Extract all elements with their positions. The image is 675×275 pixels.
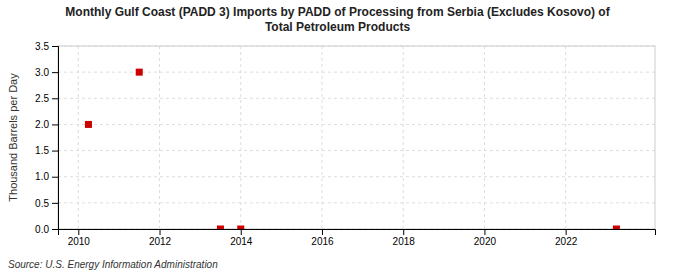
x-tick: 2022: [555, 229, 578, 247]
y-tick-label: 2.0: [35, 119, 49, 130]
x-grid-line: [565, 46, 566, 229]
point: [136, 69, 143, 76]
y-tick-mark: [52, 98, 58, 99]
y-tick: 0.0: [35, 224, 58, 235]
x-tick-mark: [160, 229, 161, 235]
x-tick-label: 2010: [68, 236, 91, 247]
point: [613, 226, 620, 230]
x-tick: 2010: [68, 229, 91, 247]
title-line: Total Petroleum Products: [265, 20, 410, 34]
plot-frame: [58, 46, 655, 229]
x-grid-line: [321, 46, 322, 229]
point: [85, 121, 92, 128]
y-axis: 0.0 0.5 1.0 1.5 2.0 2.5 3.0 3.5: [35, 41, 58, 235]
title: Monthly Gulf Coast (PADD 3) Imports by P…: [65, 5, 610, 34]
y-grid-line: [58, 176, 655, 177]
y-axis-title: Thousand Barrels per Day: [7, 73, 19, 202]
x-tick-mark: [566, 229, 567, 235]
x-grid-line: [240, 46, 241, 229]
x-tick-mark: [484, 229, 485, 235]
annotation: Source: U.S. Energy Information Administ…: [8, 259, 218, 270]
y-axis-line: [52, 47, 59, 230]
x-tick: 2012: [149, 229, 172, 247]
y-tick-label: 3.0: [35, 67, 49, 78]
x-axis: 2010 2012 2014 2016 2018 2020 2022: [59, 229, 656, 247]
y-tick-label: 1.0: [35, 171, 49, 182]
y-tick: 1.5: [35, 145, 58, 156]
y-tick-mark: [52, 151, 58, 152]
y-tick: 0.5: [35, 198, 58, 209]
x-tick-mark: [78, 229, 79, 235]
y-tick-label: 0.5: [35, 198, 49, 209]
y-tick-label: 2.5: [35, 93, 49, 104]
y-grid-line: [58, 202, 655, 203]
x-tick: 2016: [311, 229, 334, 247]
x-axis-line: [59, 230, 656, 236]
y-tick: 2.5: [35, 93, 58, 104]
y-tick: 2.0: [35, 119, 58, 130]
y-tick-mark: [52, 203, 58, 204]
x-tick: 2014: [230, 229, 253, 247]
x-grid-line: [403, 46, 404, 229]
x-grid-line: [484, 46, 485, 229]
x-tick-label: 2016: [311, 236, 334, 247]
x-grid-line: [159, 46, 160, 229]
y-tick: 3.0: [35, 67, 58, 78]
y-tick-mark: [52, 124, 58, 125]
x-tick-label: 2014: [230, 236, 253, 247]
x-tick-label: 2020: [474, 236, 497, 247]
plot: 2010 2012 2014 2016 2018 2020 2022 0.0 0.5 1.0 1.5…: [35, 41, 655, 247]
x-tick-label: 2022: [555, 236, 578, 247]
x-grid-line: [78, 46, 79, 229]
x-tick-label: 2012: [149, 236, 172, 247]
y-tick-label: 3.5: [35, 41, 49, 52]
y-tick: 3.5: [35, 41, 58, 52]
x-tick-mark: [241, 229, 242, 235]
y-tick-label: 1.5: [35, 145, 49, 156]
y-grid-line: [58, 98, 655, 99]
point: [237, 226, 244, 230]
y-tick-mark: [52, 177, 58, 178]
y-tick-mark: [52, 229, 58, 230]
point: [217, 226, 224, 230]
y-grid-line: [58, 150, 655, 151]
y-grid-line: [58, 124, 655, 125]
title-line: Monthly Gulf Coast (PADD 3) Imports by P…: [65, 5, 610, 19]
x-tick-label: 2018: [393, 236, 416, 247]
marks: [85, 69, 620, 229]
chart: 2010 2012 2014 2016 2018 2020 2022 0.0 0.5 1.0 1.5…: [0, 0, 675, 275]
y-tick-label: 0.0: [35, 224, 49, 235]
x-tick-mark: [322, 229, 323, 235]
x-tick: 2020: [474, 229, 497, 247]
grid: [58, 46, 655, 229]
y-tick-mark: [52, 46, 58, 47]
x-tick: 2018: [393, 229, 416, 247]
y-grid-line: [58, 72, 655, 73]
y-tick: 1.0: [35, 171, 58, 182]
x-tick-mark: [403, 229, 404, 235]
y-tick-mark: [52, 72, 58, 73]
